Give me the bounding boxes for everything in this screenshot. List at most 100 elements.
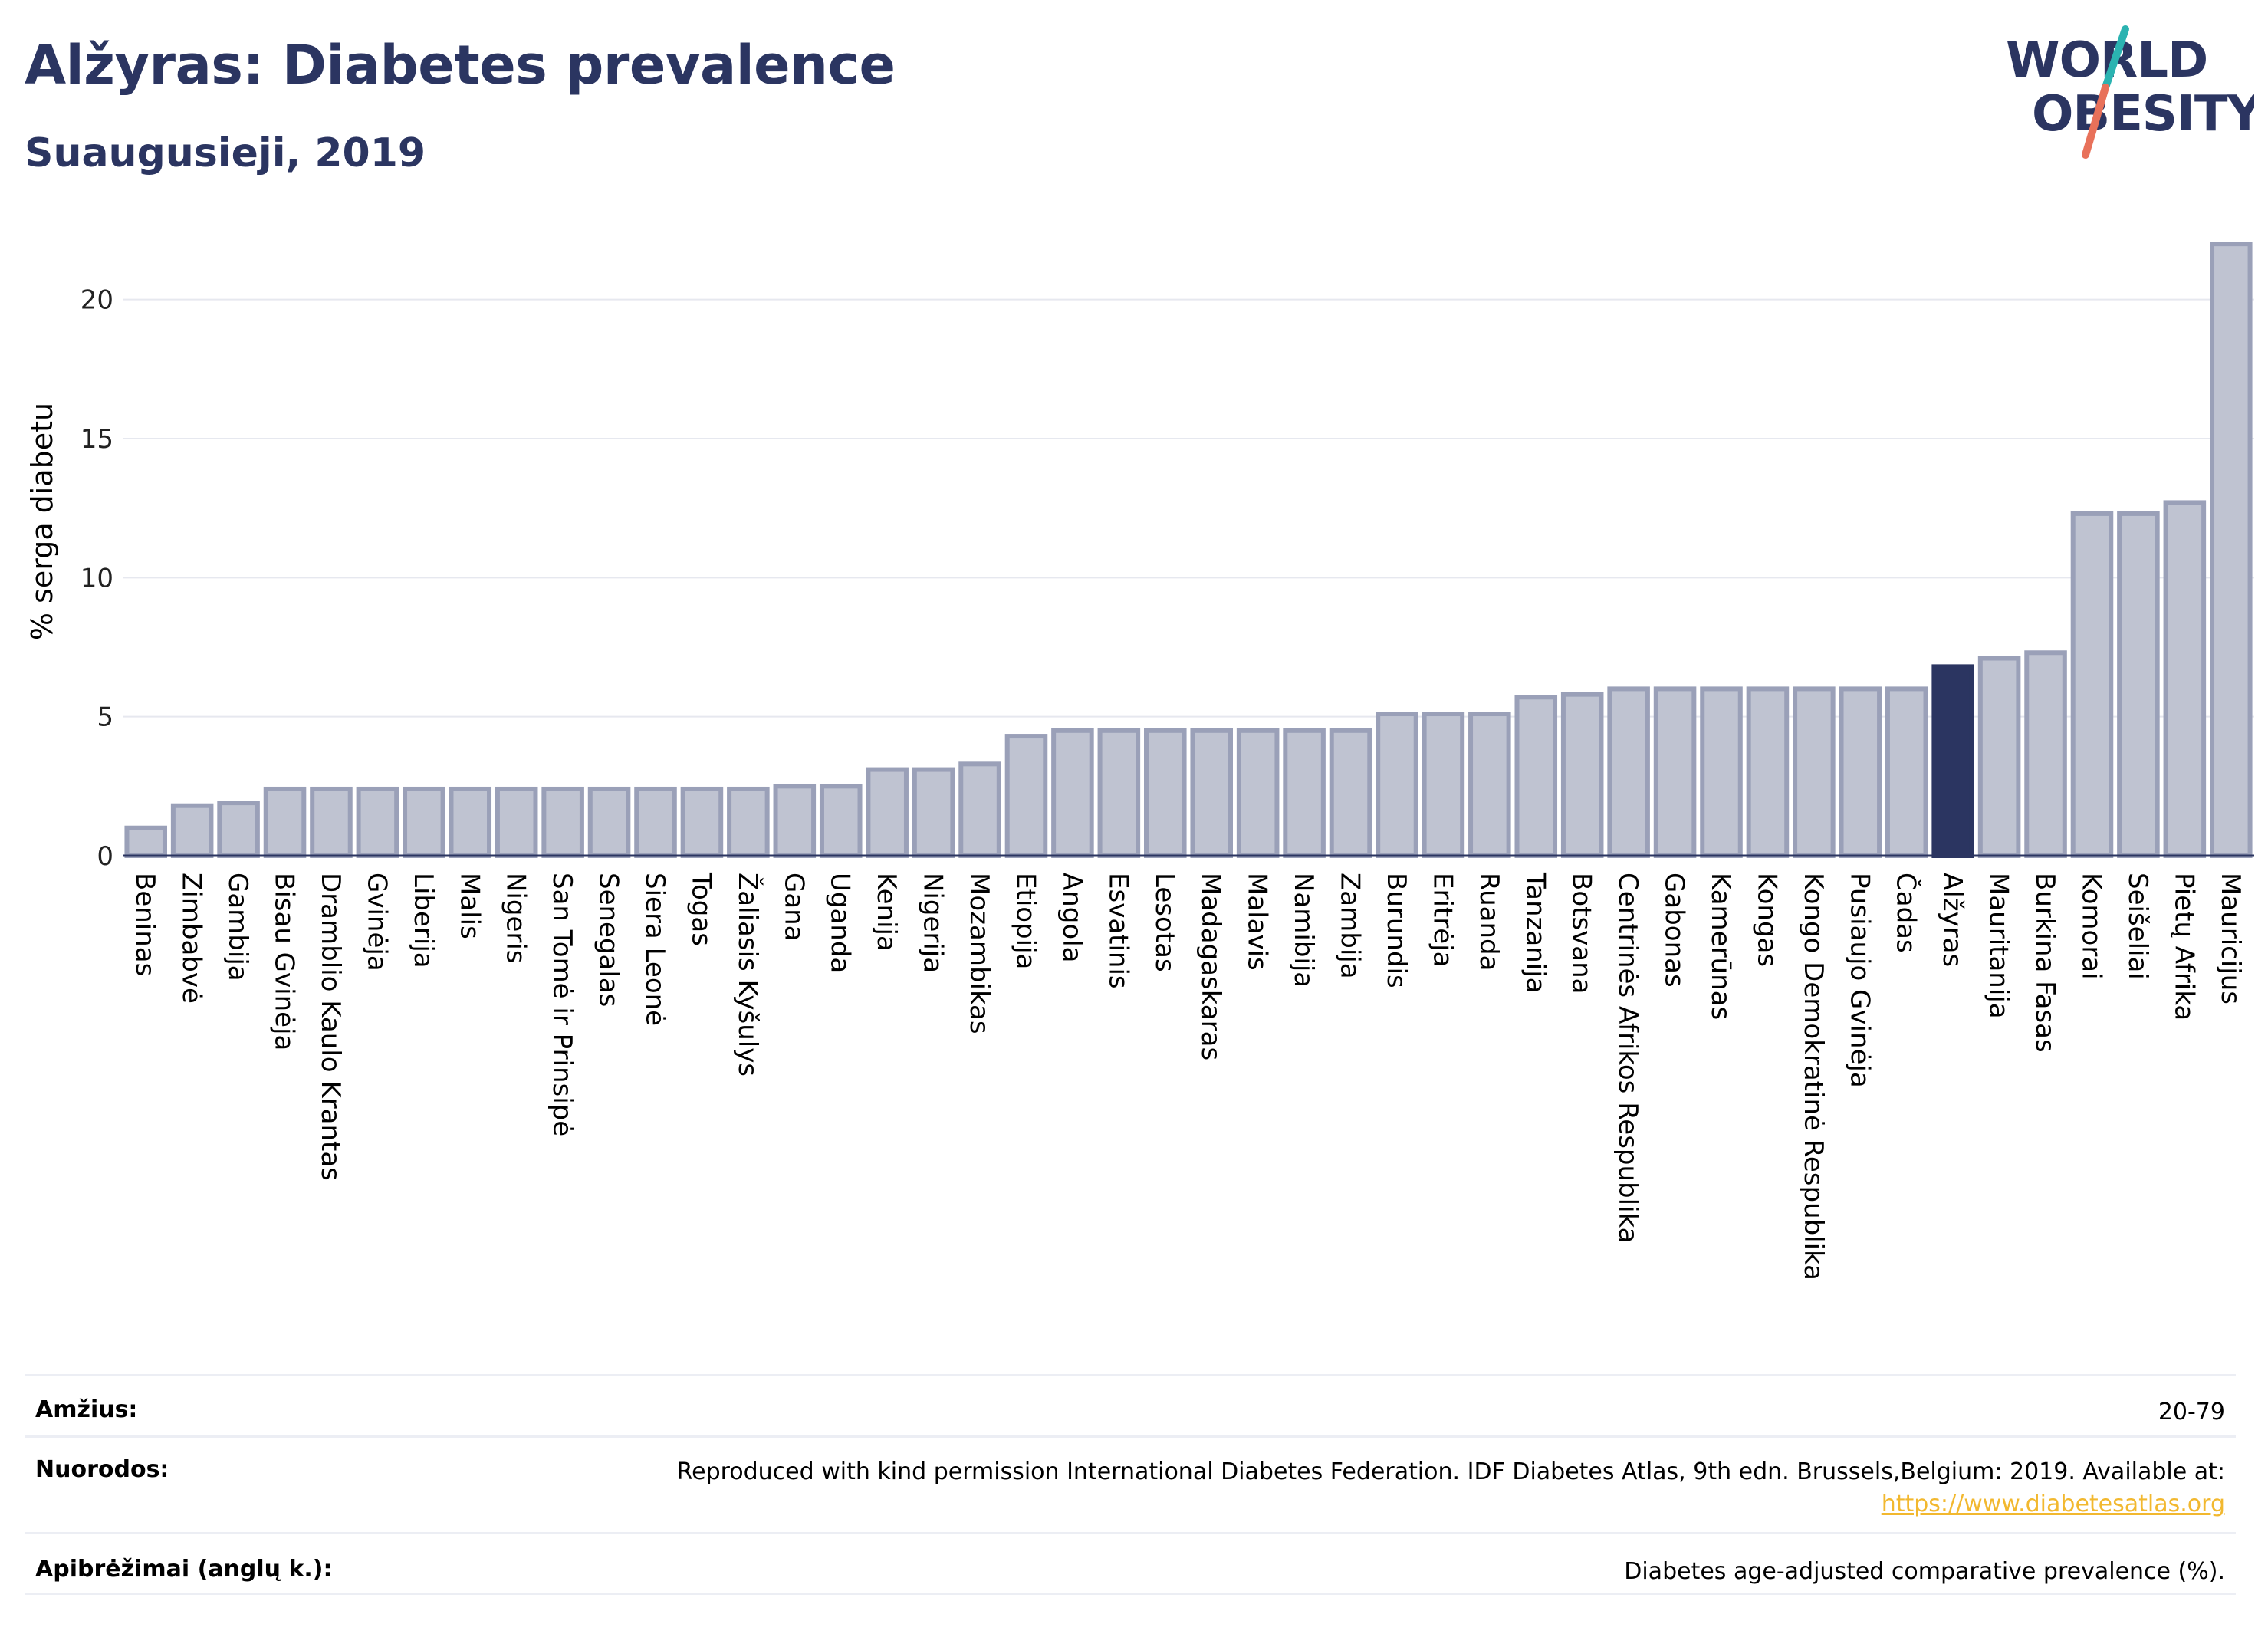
bar-12[interactable] [634, 786, 677, 858]
definitions-value: Diabetes age-adjusted comparative preval… [1624, 1558, 2225, 1585]
info-table: Amžius: 20-79 Nuorodos: Reproduced with … [25, 1374, 2236, 1595]
info-row-age: Amžius: 20-79 [25, 1374, 2236, 1435]
bar-22[interactable] [1097, 728, 1141, 858]
x-tick-label: Malis [454, 873, 485, 939]
x-tick-label: Gvinėja [361, 873, 392, 972]
bar-13[interactable] [680, 786, 724, 858]
bar-38[interactable] [1839, 686, 1882, 859]
x-tick-label: Mauricijus [2215, 873, 2246, 1004]
x-axis-labels: Beninas Zimbabvė Gambija Bisau Gvinėja Dramb… [130, 872, 2246, 1281]
bar-2[interactable] [170, 803, 214, 858]
x-tick-label: Botsvana [1566, 873, 1597, 995]
bar-4[interactable] [263, 786, 307, 858]
y-axis-ticks: 0 5 10 15 20 [81, 285, 113, 872]
x-tick-label: Etiopija [1010, 873, 1040, 969]
x-tick-label: Madagaskaras [1195, 873, 1226, 1060]
x-tick-label: Kongo Demokratinė Respublika [1798, 873, 1829, 1281]
x-tick-label: Mauritanija [1984, 873, 2014, 1019]
bar-41[interactable] [1977, 656, 2021, 858]
x-tick-label: Namibija [1288, 873, 1319, 988]
bar-6[interactable] [356, 786, 399, 858]
bar-33[interactable] [1607, 686, 1650, 859]
x-tick-label: Mozambikas [964, 873, 994, 1034]
bar-21[interactable] [1051, 728, 1094, 858]
bar-10[interactable] [541, 786, 584, 858]
references-link[interactable]: https://www.diabetesatlas.org [1881, 1491, 2225, 1517]
bar-36[interactable] [1746, 686, 1790, 859]
bar-25[interactable] [1236, 728, 1280, 858]
x-tick-label: Siera Leonė [639, 873, 670, 1026]
bar-1[interactable] [124, 825, 167, 858]
x-tick-label: Esvatinis [1103, 873, 1133, 989]
y-tick-label: 0 [97, 841, 113, 872]
bar-14[interactable] [727, 786, 770, 858]
x-tick-label: Liberija [408, 873, 439, 968]
x-tick-label: Togas [685, 872, 716, 946]
world-obesity-logo[interactable]: WORLD OBESITY [1994, 23, 2254, 161]
info-row-definitions: Apibrėžimai (anglų k.): Diabetes age-adj… [25, 1532, 2236, 1595]
x-tick-label: Zambija [1335, 873, 1366, 979]
x-tick-label: Eritrėja [1427, 873, 1458, 967]
bar-44[interactable] [2117, 511, 2160, 858]
bar-19[interactable] [958, 761, 1001, 859]
y-tick-label: 20 [81, 285, 113, 316]
x-tick-label: Burundis [1381, 873, 1412, 988]
bar-9[interactable] [495, 786, 538, 858]
x-tick-label: Seišeliai [2122, 873, 2153, 980]
bar-20[interactable] [1004, 734, 1048, 859]
bar-31[interactable] [1514, 695, 1558, 859]
bar-11[interactable] [587, 786, 631, 858]
y-axis-title: % serga diabetu [25, 403, 59, 640]
references-value: Reproduced with kind permission Internat… [677, 1456, 2225, 1521]
logo-slash-bottom [2082, 84, 2109, 159]
bar-45[interactable] [2163, 500, 2207, 858]
bar-16[interactable] [819, 784, 863, 859]
x-tick-label: Nigerija [918, 873, 948, 973]
bar-17[interactable] [866, 767, 909, 858]
bar-28[interactable] [1376, 712, 1418, 858]
bar-7[interactable] [403, 786, 445, 858]
x-tick-label: Kenija [871, 873, 902, 952]
bar-32[interactable] [1560, 692, 1604, 858]
bar-26[interactable] [1283, 728, 1326, 858]
bar-46[interactable] [2210, 242, 2253, 858]
x-tick-label: Centrinės Afrikos Respublika [1612, 873, 1643, 1243]
bar-5[interactable] [310, 786, 353, 858]
x-tick-label: Bisau Gvinėja [269, 873, 300, 1050]
y-tick-label: 5 [97, 702, 113, 733]
definitions-label: Apibrėžimai (anglų k.): [35, 1556, 333, 1583]
x-tick-label: Senegalas [593, 873, 624, 1007]
age-value: 20-79 [2158, 1399, 2225, 1425]
x-tick-label: Lesotas [1149, 873, 1180, 972]
x-tick-label: Pusiaujo Gvinėja [1844, 873, 1875, 1088]
x-tick-label: Angola [1057, 873, 1087, 962]
x-tick-label: Uganda [825, 873, 856, 973]
x-tick-label: Dramblio Kaulo Krantas [315, 873, 346, 1181]
bar-30[interactable] [1468, 712, 1511, 858]
bar-35[interactable] [1700, 686, 1743, 859]
x-tick-label: Kongas [1751, 873, 1782, 967]
x-tick-label: Malavis [1242, 873, 1273, 971]
x-tick-label: Kamerūnas [1705, 873, 1736, 1020]
bar-40[interactable] [1931, 664, 1974, 858]
x-tick-label: Komorai [2076, 873, 2106, 980]
bar-43[interactable] [2070, 511, 2114, 858]
bar-27[interactable] [1329, 728, 1372, 858]
x-tick-label: Gana [778, 873, 809, 942]
bar-15[interactable] [773, 784, 817, 859]
bar-3[interactable] [217, 801, 260, 859]
bar-42[interactable] [2024, 650, 2067, 859]
bar-23[interactable] [1144, 728, 1187, 858]
age-label: Amžius: [35, 1396, 138, 1423]
bar-37[interactable] [1793, 686, 1836, 859]
chart-title: Alžyras: Diabetes prevalence [25, 34, 896, 97]
bar-18[interactable] [912, 767, 955, 858]
x-tick-label: Gambija [222, 873, 253, 981]
bar-24[interactable] [1190, 728, 1233, 858]
bar-8[interactable] [449, 786, 492, 858]
bar-34[interactable] [1653, 686, 1697, 859]
chart-subtitle: Suaugusieji, 2019 [25, 130, 426, 176]
bar-29[interactable] [1422, 712, 1465, 858]
bar-39[interactable] [1885, 686, 1928, 859]
bars [123, 242, 2254, 859]
